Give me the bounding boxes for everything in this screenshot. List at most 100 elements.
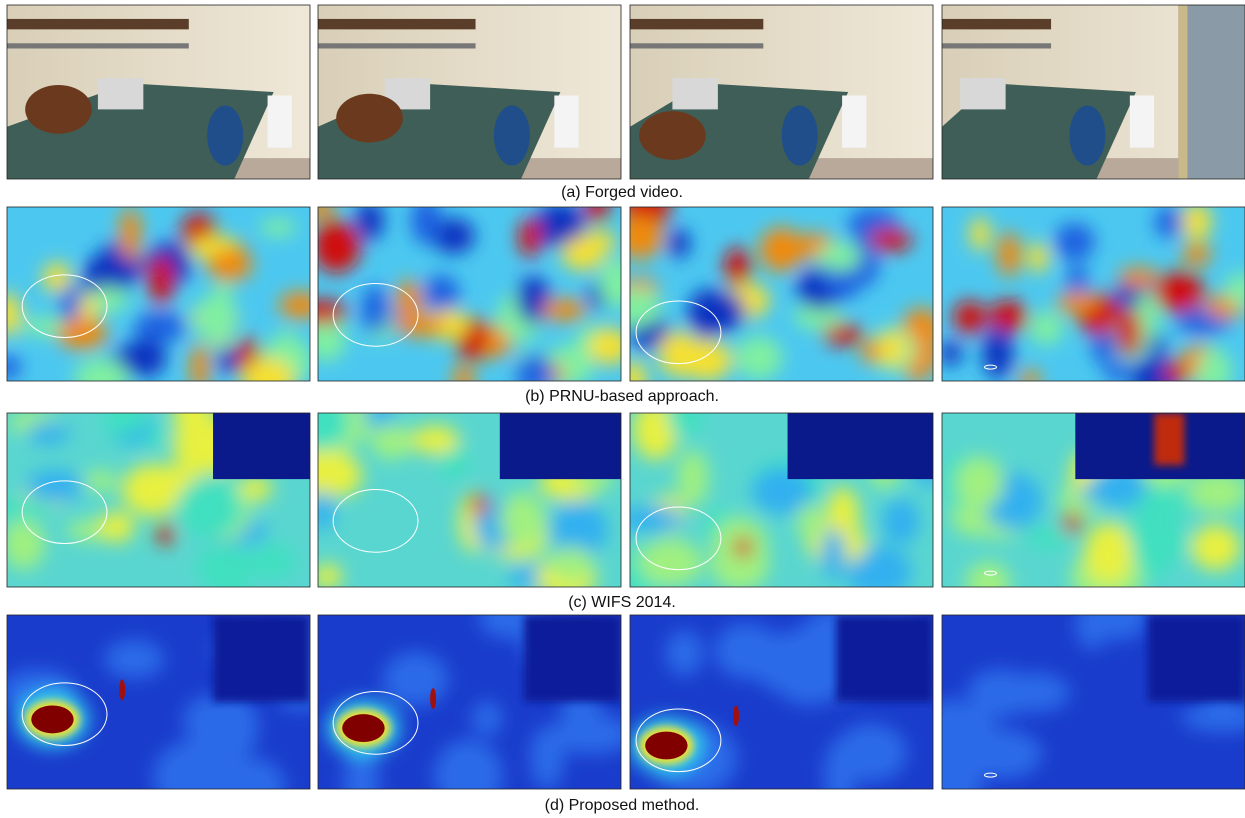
blob [1154,272,1205,314]
blob [966,562,1011,587]
blob [516,276,551,325]
instrument [672,78,718,110]
blob [882,498,920,545]
blob [217,346,239,374]
blob [103,413,147,435]
frame-border [6,4,311,180]
blob [1128,486,1201,518]
blob [706,291,746,332]
blob [1191,524,1241,571]
blob [176,478,243,538]
blob [1063,512,1082,534]
blob [7,498,52,520]
blob [967,668,1033,718]
heatmap [942,413,1245,587]
blob [534,207,586,248]
heatmap [942,207,1245,381]
bin [842,95,867,148]
blob [432,218,475,254]
shelf [318,18,476,30]
frame-border [941,412,1245,588]
blob [196,294,236,344]
blob [1196,348,1232,381]
chair [1069,105,1106,166]
blob [103,639,165,679]
blob [735,336,783,380]
blob [133,311,187,343]
dark-region [1148,615,1245,702]
blob [98,511,135,543]
blob [318,563,342,587]
bin [267,95,292,148]
frame-border [629,206,934,382]
outline [635,300,722,365]
outline [983,772,997,778]
blob [57,317,108,350]
blob [1067,263,1088,301]
blob [541,299,587,321]
blob [1027,242,1049,273]
blob [599,257,621,309]
blob [7,354,22,380]
blob [710,538,770,587]
blob [630,505,685,533]
blob [1024,527,1073,550]
shelf-bar [7,43,189,49]
dark-region [213,615,310,702]
heatmap [7,413,310,587]
blob [861,338,881,364]
frame-border [6,206,311,382]
blob [665,630,704,677]
hot-region [1154,413,1185,466]
frame-border [941,614,1245,790]
dark-region [836,615,933,702]
blob [190,343,210,381]
outline [21,274,108,338]
blob [60,283,81,328]
chair [781,105,818,166]
blob [25,469,85,503]
blob [318,318,346,361]
heatmap [318,615,621,789]
video-frame [318,5,621,179]
blob [1103,363,1133,381]
hot-spot [430,688,437,709]
frame-border [6,614,311,790]
caption: (c) WIFS 2014. [568,594,676,611]
blob [318,413,349,451]
heat-blobs [7,413,296,587]
shelf [7,18,189,30]
chicken [25,85,92,134]
blob [251,543,296,580]
blob [119,207,141,260]
blob [793,303,842,330]
hot-spot [119,679,126,701]
blob [630,215,663,259]
frame-border [629,4,934,180]
heat-blobs [942,207,1245,381]
outline [332,283,419,347]
heat-blobs [630,207,933,381]
blob [817,242,862,272]
shelf [942,18,1052,30]
blob [982,326,1014,379]
outline [332,691,419,755]
blob [942,698,974,740]
blob [213,283,234,305]
blob [395,315,446,337]
caption: (a) Forged video. [561,184,683,201]
hot-spot [733,705,740,727]
blob [867,228,913,252]
blob [42,262,72,293]
frame-border [941,4,1245,180]
blob [585,207,609,223]
heatmap [7,207,310,381]
blob [1181,243,1212,266]
blob [74,358,129,381]
blob [1181,702,1245,733]
shelf-bar [318,43,476,49]
blob [630,359,647,381]
bin [1129,95,1155,148]
frame-border [629,412,934,588]
blob [1164,361,1186,381]
